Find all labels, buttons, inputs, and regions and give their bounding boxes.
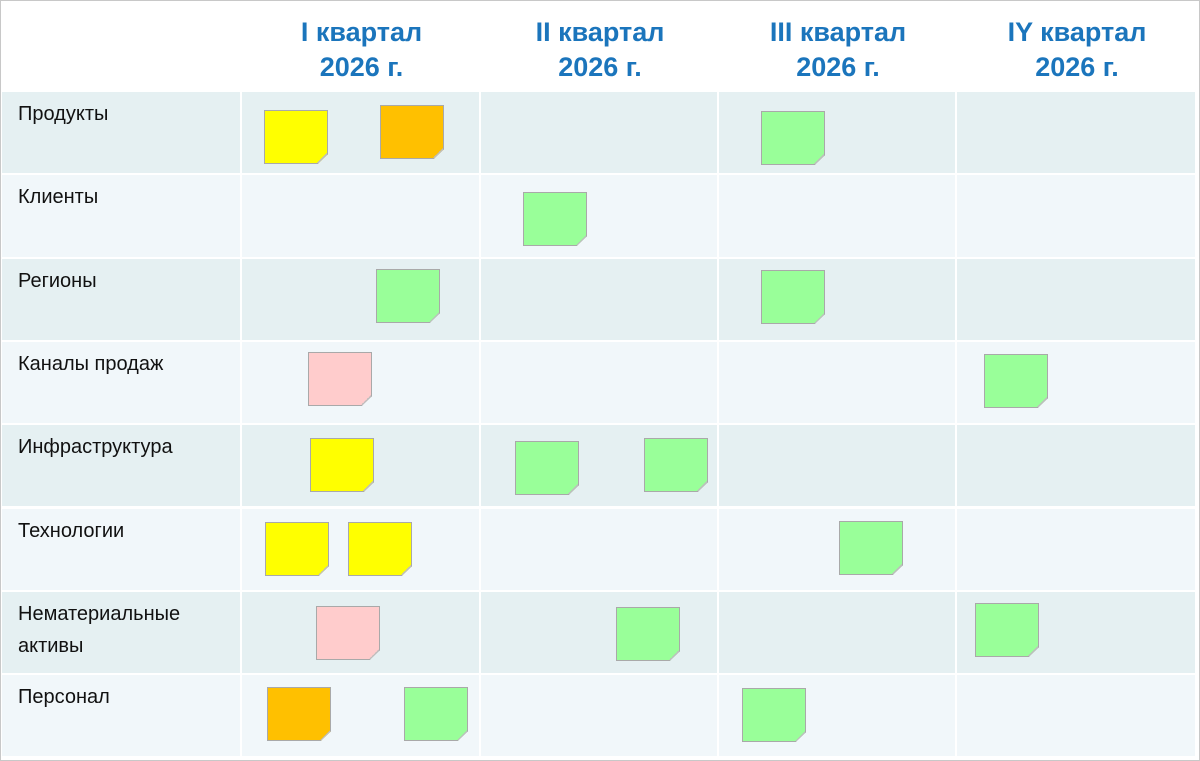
- table-cell: [481, 258, 719, 342]
- sticky-note: [316, 606, 380, 660]
- column-header-text: III квартал 2026 г.: [769, 17, 907, 82]
- table-cell: [719, 341, 957, 426]
- sticky-note: [376, 269, 440, 323]
- sticky-note: [310, 438, 374, 492]
- row-label: Персонал: [18, 686, 110, 709]
- table-cell: [719, 425, 957, 509]
- row-label: Каналы продаж: [18, 352, 164, 375]
- sticky-note: [404, 687, 468, 741]
- column-header: I квартал 2026 г.: [242, 10, 481, 90]
- table-cell: [481, 341, 719, 426]
- table-cell: [481, 92, 719, 176]
- sticky-note: [515, 441, 579, 495]
- table-cell: [2, 92, 242, 176]
- table-cell: [957, 675, 1197, 759]
- row-label: Клиенты: [18, 186, 99, 209]
- row-label: Продукты: [18, 103, 109, 125]
- table-cell: [2, 425, 242, 509]
- table-cell: [2, 508, 242, 592]
- sticky-note: [380, 105, 444, 159]
- table-cell: [957, 508, 1197, 592]
- row-label: Нематериальные активы: [18, 602, 181, 657]
- table-cell: [957, 175, 1197, 259]
- row-label: Регионы: [18, 269, 97, 292]
- sticky-note: [267, 687, 331, 741]
- sticky-note: [984, 354, 1048, 408]
- table-cell: [2, 175, 242, 259]
- table-cell: [719, 591, 957, 676]
- table-cell: [2, 675, 242, 759]
- sticky-note: [761, 270, 825, 324]
- table-cell: [2, 591, 242, 676]
- table-cell: [481, 175, 719, 259]
- table-cell: [957, 92, 1197, 176]
- row-label: Технологии: [18, 519, 125, 542]
- table-cell: [481, 675, 719, 759]
- row-label: Инфраструктура: [18, 436, 173, 459]
- table-cell: [2, 258, 242, 342]
- table-cell: [719, 508, 957, 592]
- sticky-note: [264, 110, 328, 164]
- sticky-note: [265, 522, 329, 576]
- column-header-text: I квартал 2026 г.: [300, 17, 423, 82]
- table-cell: [957, 425, 1197, 509]
- column-header: III квартал 2026 г.: [719, 10, 957, 90]
- sticky-note: [644, 438, 708, 492]
- sticky-note: [616, 607, 680, 661]
- table-cell: [242, 175, 481, 259]
- sticky-note: [348, 522, 412, 576]
- sticky-note: [839, 521, 903, 575]
- table-cell: [957, 258, 1197, 342]
- table-cell: [719, 92, 957, 176]
- table-cell: [481, 508, 719, 592]
- column-header-text: II квартал 2026 г.: [535, 17, 665, 82]
- table-cell: [719, 258, 957, 342]
- sticky-note: [523, 192, 587, 246]
- column-header-text: IY квартал 2026 г.: [1007, 17, 1147, 82]
- sticky-note: [761, 111, 825, 165]
- column-header: II квартал 2026 г.: [481, 10, 719, 90]
- column-header: IY квартал 2026 г.: [957, 10, 1197, 90]
- table-cell: [719, 175, 957, 259]
- sticky-note: [308, 352, 372, 406]
- table-cell: [242, 258, 481, 342]
- sticky-note: [742, 688, 806, 742]
- table-cell: [2, 341, 242, 426]
- sticky-note: [975, 603, 1039, 657]
- table-cell: [481, 591, 719, 676]
